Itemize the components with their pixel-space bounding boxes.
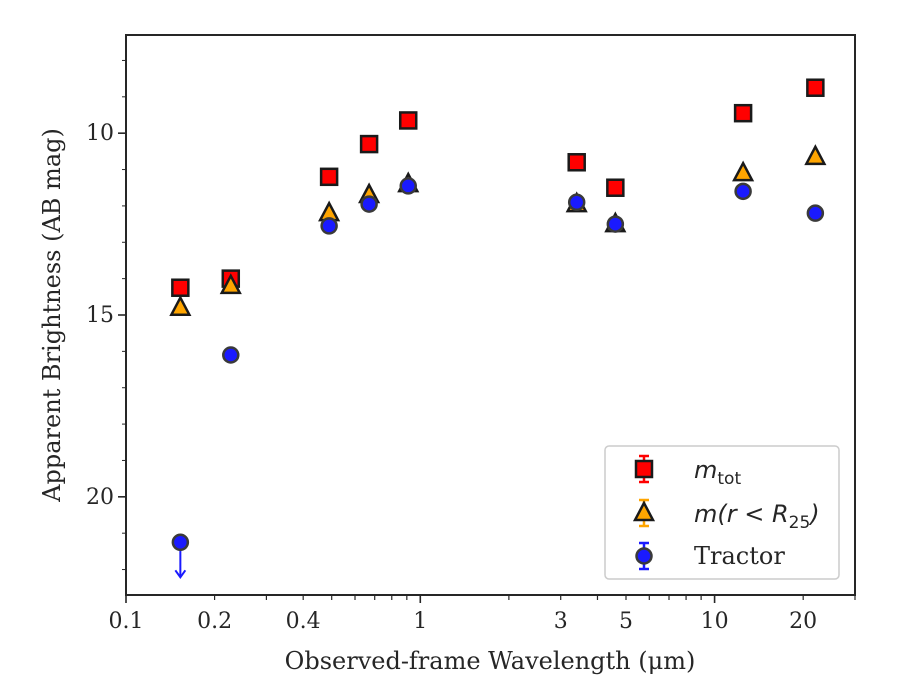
x-tick-label: 0.2 (197, 609, 232, 634)
data-point (319, 167, 339, 187)
data-point (732, 160, 755, 182)
legend-label: Tractor (694, 542, 785, 570)
series-square (171, 78, 825, 297)
data-point (320, 217, 338, 235)
legend-marker (635, 547, 653, 565)
y-axis-label: Apparent Brightness (AB mag) (38, 128, 66, 503)
x-axis-label: Observed-frame Wavelength (μm) (285, 647, 696, 675)
legend-frame (604, 445, 840, 580)
upper-limit-arrow-head (174, 569, 187, 579)
x-tick-label: 1 (413, 609, 427, 634)
x-tick-label: 20 (789, 609, 817, 634)
legend-label: m(r < R25) (694, 500, 820, 533)
data-point (567, 153, 586, 172)
data-point (359, 134, 379, 154)
data-point (360, 195, 378, 213)
legend: mtot m(r < R25) Tractor (604, 445, 840, 580)
plot-frame (125, 34, 856, 596)
y-tick-label: 20 (86, 485, 114, 510)
data-point (567, 193, 586, 212)
x-tick-label: 10 (701, 609, 729, 634)
data-point (399, 177, 417, 195)
data-point (606, 215, 625, 233)
legend-label: mtot (694, 456, 741, 489)
data-point (606, 178, 625, 197)
data-point (806, 204, 825, 222)
x-tick-label: 0.4 (286, 609, 321, 634)
data-point (169, 295, 192, 316)
legend-entries: mtot m(r < R25) Tractor (632, 454, 820, 571)
series-circle (171, 177, 825, 579)
x-tick-label: 3 (554, 609, 568, 634)
ticks-layer: 0.1 0.2 0.4 1 3 5 10 20 10 15 20 (86, 59, 856, 634)
data-point (806, 78, 825, 97)
data-point (222, 346, 240, 364)
data-point (171, 533, 190, 552)
x-tick-label: 5 (619, 609, 633, 634)
data-point (219, 273, 242, 295)
marks-layer (169, 78, 827, 579)
data-point (804, 144, 827, 166)
legend-marker (634, 459, 654, 479)
x-tick-label: 0.1 (109, 609, 144, 634)
data-point (734, 182, 752, 201)
data-point (398, 111, 418, 130)
data-point (733, 103, 753, 123)
y-tick-label: 15 (86, 303, 114, 328)
data-point (171, 278, 190, 297)
series-triangle (169, 144, 827, 316)
y-tick-label: 10 (86, 121, 114, 146)
legend-marker (632, 500, 656, 522)
